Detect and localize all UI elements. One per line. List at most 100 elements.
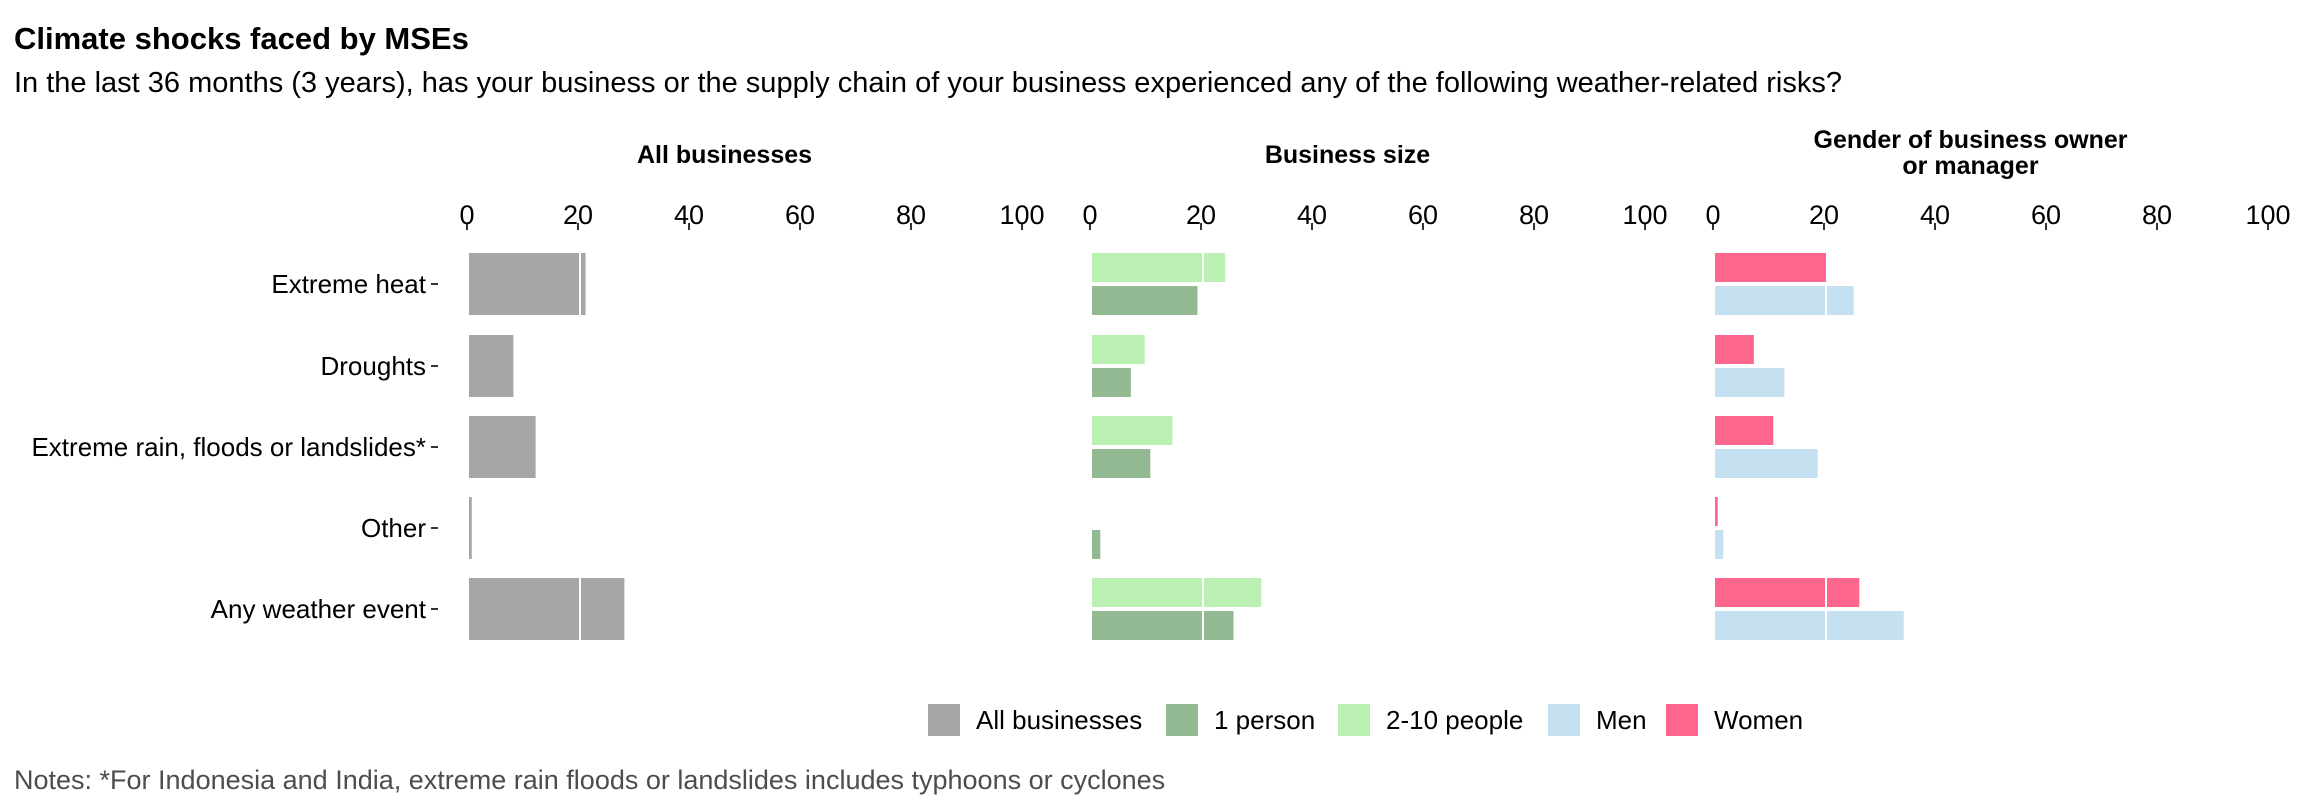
bar-rect xyxy=(1715,611,1904,640)
legend-item: 1 person xyxy=(1166,704,1315,736)
tick-label: 0 xyxy=(459,200,474,230)
legend-item: All businesses xyxy=(928,704,1142,736)
legend-swatch xyxy=(1666,704,1698,736)
bar-rect xyxy=(1715,530,1724,559)
tick-label: 0 xyxy=(1082,200,1097,230)
category-label: Any weather event xyxy=(211,594,427,624)
bar-rect xyxy=(469,253,586,315)
panel-title: or manager xyxy=(1902,152,2038,180)
bar-rect xyxy=(469,335,514,397)
bar-rect xyxy=(1092,286,1198,315)
bar xyxy=(469,578,625,640)
panel-2: Business size 0 20 40 60 80 100 xyxy=(1082,141,1668,640)
bar-rect xyxy=(469,497,472,559)
bar xyxy=(1092,286,1198,315)
bar-rect xyxy=(1092,611,1234,640)
bar xyxy=(469,497,472,559)
legend-label: Women xyxy=(1714,705,1803,735)
bar xyxy=(469,416,536,478)
tick-label: 100 xyxy=(1622,200,1667,230)
panel-title: All businesses xyxy=(637,141,812,169)
tick-label: 100 xyxy=(2245,200,2290,230)
bar-rect xyxy=(1092,368,1131,397)
chart-notes: Notes: *For Indonesia and India, extreme… xyxy=(14,765,1165,795)
bar xyxy=(1092,578,1262,607)
category-label: Other xyxy=(361,513,426,543)
bar xyxy=(1092,449,1151,478)
category-labels: Extreme heat Droughts Extreme rain, floods… xyxy=(31,269,438,624)
bar xyxy=(1715,497,1718,526)
legend-label: Men xyxy=(1596,705,1647,735)
tick-label: 40 xyxy=(1920,200,1950,230)
bar-rect xyxy=(1092,416,1173,445)
bar xyxy=(1715,253,1826,282)
bar xyxy=(1092,611,1234,640)
chart-subtitle: In the last 36 months (3 years), has you… xyxy=(14,67,1842,99)
tick-label: 80 xyxy=(896,200,926,230)
bar-rect xyxy=(1092,578,1262,607)
panel-1: All businesses 0 20 40 60 80 100 xyxy=(459,141,1045,640)
legend-swatch xyxy=(1166,704,1198,736)
tick-label: 100 xyxy=(999,200,1044,230)
tick-label: 80 xyxy=(2142,200,2172,230)
bar xyxy=(1092,416,1173,445)
chart-title: Climate shocks faced by MSEs xyxy=(14,21,469,56)
bar xyxy=(1715,416,1774,445)
category-label: Extreme rain, floods or landslides* xyxy=(31,432,426,462)
tick-label: 0 xyxy=(1705,200,1720,230)
tick-label: 20 xyxy=(1186,200,1216,230)
bar-rect xyxy=(1092,335,1145,364)
legend-swatch xyxy=(1338,704,1370,736)
tick-label: 20 xyxy=(563,200,593,230)
tick-label: 40 xyxy=(1297,200,1327,230)
legend-label: 2-10 people xyxy=(1386,705,1523,735)
tick-label: 60 xyxy=(785,200,815,230)
bar-rect xyxy=(469,578,625,640)
panel-title: Gender of business owner xyxy=(1814,126,2128,154)
tick-label: 60 xyxy=(2031,200,2061,230)
bar xyxy=(1092,530,1101,559)
legend-item: Men xyxy=(1548,704,1647,736)
bar-rect xyxy=(1715,335,1754,364)
bar xyxy=(1092,368,1131,397)
bar-rect xyxy=(1715,416,1774,445)
bar xyxy=(1715,449,1818,478)
legend-swatch xyxy=(928,704,960,736)
bar xyxy=(1092,335,1145,364)
panels: All businesses 0 20 40 60 80 100 Business size 0… xyxy=(459,126,2291,640)
bar xyxy=(469,253,586,315)
bar-rect xyxy=(1092,449,1151,478)
bar xyxy=(1715,578,1860,607)
bar-rect xyxy=(1715,368,1785,397)
bar-rect xyxy=(1715,449,1818,478)
bar-rect xyxy=(1715,286,1854,315)
bar xyxy=(1715,286,1854,315)
legend-swatch xyxy=(1548,704,1580,736)
legend-label: All businesses xyxy=(976,705,1142,735)
bar xyxy=(1715,335,1754,364)
tick-label: 40 xyxy=(674,200,704,230)
legend-item: 2-10 people xyxy=(1338,704,1523,736)
bar xyxy=(469,335,514,397)
bar-rect xyxy=(1092,253,1226,282)
bar xyxy=(1092,253,1226,282)
bar-rect xyxy=(469,416,536,478)
panel-title: Business size xyxy=(1265,141,1430,169)
category-label: Droughts xyxy=(321,351,427,381)
bar-rect xyxy=(1092,530,1101,559)
tick-label: 60 xyxy=(1408,200,1438,230)
bar xyxy=(1715,530,1724,559)
category-label: Extreme heat xyxy=(271,269,426,299)
bar-rect xyxy=(1715,578,1860,607)
legend-item: Women xyxy=(1666,704,1803,736)
legend-label: 1 person xyxy=(1214,705,1315,735)
bar-rect xyxy=(1715,253,1826,282)
legend: All businesses 1 person 2-10 people Men Wome… xyxy=(928,704,1803,736)
bar-rect xyxy=(1715,497,1718,526)
bar xyxy=(1715,368,1785,397)
bar xyxy=(1715,611,1904,640)
tick-label: 20 xyxy=(1809,200,1839,230)
tick-label: 80 xyxy=(1519,200,1549,230)
